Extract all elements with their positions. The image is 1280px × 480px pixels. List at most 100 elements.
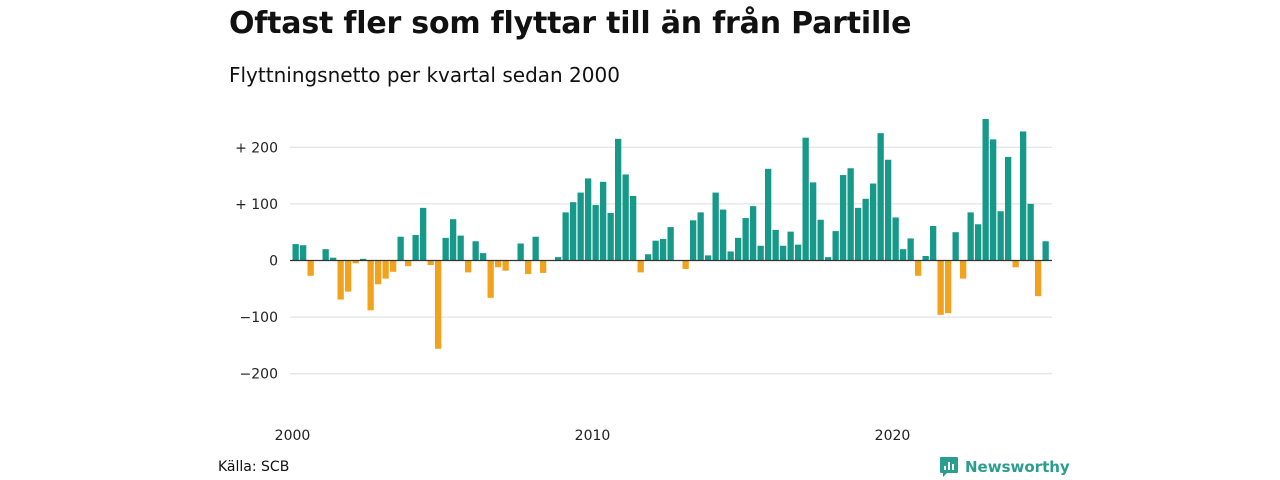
bar: [705, 255, 712, 261]
bar: [937, 260, 944, 315]
bar: [735, 237, 742, 261]
bar: [622, 174, 629, 261]
bar: [457, 235, 464, 261]
bar: [1012, 260, 1019, 268]
bar: [660, 238, 667, 261]
x-axis-ticks: 2000 2010 2020: [275, 428, 911, 444]
bar: [412, 235, 419, 261]
bar: [967, 212, 974, 261]
bar: [330, 257, 337, 261]
bar: [607, 212, 614, 261]
source-note: Källa: SCB: [218, 459, 290, 475]
bar: [892, 217, 899, 261]
bar: [322, 249, 329, 261]
chart-subtitle: Flyttningsnetto per kvartal sedan 2000: [229, 63, 620, 87]
bar: [442, 237, 449, 261]
bar: [825, 257, 832, 261]
grid-lines: [290, 146, 1052, 375]
brand-logo[interactable]: Newsworthy: [939, 456, 1070, 478]
bar: [292, 244, 299, 261]
bar: [915, 260, 922, 276]
bar: [727, 251, 734, 261]
bar: [862, 198, 869, 261]
bar: [720, 209, 727, 261]
bar: [1020, 131, 1027, 261]
brand-name: Newsworthy: [965, 458, 1070, 476]
bar: [787, 231, 794, 261]
y-tick-label: 0: [269, 254, 278, 270]
bar: [420, 207, 427, 261]
bar: [780, 245, 787, 261]
bar: [697, 212, 704, 261]
bar: [480, 253, 487, 261]
x-tick-label: 2000: [275, 428, 311, 444]
bar: [630, 195, 637, 261]
bar: [690, 220, 697, 261]
bar: [795, 244, 802, 261]
bar: [982, 119, 989, 261]
bar: [750, 206, 757, 261]
newsworthy-logo-icon: [940, 457, 958, 477]
bar: [615, 138, 622, 261]
bar: [382, 260, 389, 279]
bar: [577, 192, 584, 261]
bar: [990, 139, 997, 261]
bar: [555, 257, 562, 261]
bar: [772, 229, 779, 261]
y-tick-label: −200: [240, 367, 278, 383]
bar: [600, 181, 607, 261]
bar: [1027, 203, 1034, 261]
bar: [682, 260, 689, 269]
bar: [495, 260, 502, 268]
bar: [585, 178, 592, 261]
bar: [930, 225, 937, 261]
bar: [375, 260, 382, 285]
bar: [900, 249, 907, 261]
bar: [810, 182, 817, 261]
bar: [945, 260, 952, 314]
bar: [397, 236, 404, 261]
bar: [645, 254, 652, 261]
bar: [847, 168, 854, 261]
bar: [300, 245, 307, 261]
bar: [757, 245, 764, 261]
bar: [562, 212, 569, 261]
bar: [1035, 260, 1042, 297]
bar: [307, 260, 314, 276]
bar: [465, 260, 472, 273]
bar: [345, 260, 352, 292]
bar: [637, 260, 644, 273]
bar: [652, 240, 659, 261]
bar: [817, 219, 824, 261]
bar: [352, 260, 359, 264]
bar: [525, 260, 532, 275]
bar: [975, 224, 982, 261]
x-tick-label: 2020: [875, 428, 911, 444]
bar: [877, 133, 884, 261]
bar: [855, 207, 862, 261]
bar: [570, 202, 577, 261]
bar: [832, 231, 839, 261]
bar: [427, 260, 434, 266]
y-tick-label: −100: [240, 310, 278, 326]
y-axis-ticks: + 200 + 100 0 −100 −200: [235, 140, 278, 382]
bar: [1042, 241, 1049, 261]
bar: [540, 260, 547, 273]
bar: [840, 175, 847, 261]
bar: [435, 260, 442, 349]
bar: [367, 260, 374, 311]
bar: [405, 260, 412, 267]
bar: [765, 168, 772, 261]
bar: [922, 255, 929, 261]
bar: [802, 137, 809, 261]
bar: [472, 241, 479, 261]
bar: [712, 192, 719, 261]
bar: [360, 258, 367, 261]
x-tick-label: 2010: [575, 428, 611, 444]
bar: [517, 243, 524, 261]
bar: [952, 232, 959, 261]
bar: [487, 260, 494, 298]
bar: [960, 260, 967, 279]
bar: [337, 260, 344, 300]
bar: [870, 183, 877, 261]
